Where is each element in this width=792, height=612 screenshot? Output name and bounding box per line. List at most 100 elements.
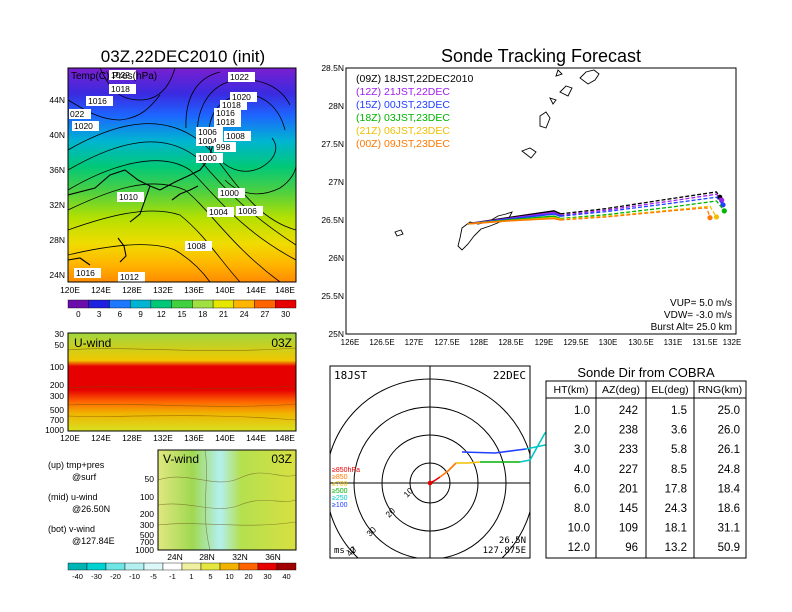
uwind-y-tick: 700 <box>50 415 64 425</box>
wind-colorbar-swatch <box>257 562 278 571</box>
info-burst: Burst Alt= 25.0 km <box>651 322 732 333</box>
desc-up: (up) tmp+pres <box>48 460 105 470</box>
vwind-x-tick: 36N <box>265 552 281 562</box>
colorbar-swatch <box>212 299 235 309</box>
uwind-y-tick: 50 <box>55 340 65 350</box>
track-line-dashed <box>560 191 721 215</box>
cobra-cell: 12.0 <box>568 542 590 554</box>
lon-tick: 136E <box>184 285 204 295</box>
legend-entry: (21Z) 06JST,23DEC <box>356 125 450 137</box>
pressure-label: 998 <box>216 142 230 152</box>
cobra-cell: 8.5 <box>671 464 687 476</box>
desc-bot: (bot) v-wind <box>48 524 95 534</box>
colorbar-label: 24 <box>240 310 249 319</box>
pressure-label: 022 <box>70 109 84 119</box>
lat-tick: 40N <box>49 130 65 140</box>
colorbar-swatch <box>171 299 193 309</box>
uwind-x-tick: 120E <box>60 433 80 443</box>
hodo-segment-700 <box>456 461 481 464</box>
uwind-x-tick: 148E <box>275 433 295 443</box>
map-lon-ticks: 120E 124E 128E 132E 136E 140E 144E 148E <box>60 285 295 295</box>
track-line-dashed <box>560 196 724 217</box>
pressure-label: 1022 <box>230 72 249 82</box>
desc-mid: (mid) u-wind <box>48 492 98 502</box>
cobra-header: AZ(deg) <box>602 384 640 396</box>
cobra-cell: 242 <box>619 405 638 417</box>
polar-date: 22DEC <box>493 369 526 382</box>
cobra-cell: 13.2 <box>665 542 687 554</box>
uwind-panel: U-wind 03Z 30 50 100 200 300 500 700 100… <box>45 329 297 443</box>
pressure-label: 1016 <box>76 268 95 278</box>
vwind-y-tick: 50 <box>145 474 155 484</box>
colorbar-label: 0 <box>76 310 81 319</box>
uwind-y-tick: 500 <box>50 405 64 415</box>
cobra-cell: 18.4 <box>718 483 741 495</box>
pressure-label: 1016 <box>216 108 235 118</box>
map-overlay-label: Temp(C) Pres(hPa) <box>71 71 157 82</box>
pressure-label: 1018 <box>216 117 235 127</box>
uwind-x-tick: 140E <box>215 433 235 443</box>
colorbar-label: 18 <box>198 310 207 319</box>
track-y-tick: 25.5N <box>321 291 344 301</box>
uwind-x-tick: 144E <box>246 433 266 443</box>
cobra-cell: 24.3 <box>665 503 687 515</box>
pressure-label: 1020 <box>74 121 93 131</box>
uwind-y-tick: 30 <box>55 329 65 339</box>
cobra-cell: 25.0 <box>718 405 740 417</box>
colorbar-label: 15 <box>178 310 187 319</box>
track-endpoint <box>707 215 713 221</box>
lat-tick: 32N <box>49 200 65 210</box>
pressure-label: 1016 <box>88 96 107 106</box>
colorbar-swatch <box>67 299 89 309</box>
cobra-cell: 50.9 <box>718 542 740 554</box>
wind-colorbar: -40 -30 -20 -10 -5 -1 1 5 10 20 30 40 <box>67 562 297 581</box>
lon-tick: 144E <box>246 285 266 295</box>
track-y-tick: 26.5N <box>321 215 344 225</box>
legend-entry: (12Z) 21JST,22DEC <box>356 86 450 98</box>
pressure-label: 1006 <box>238 206 257 216</box>
polar-panel: 10 20 30 40 18JST 22DEC ≥850hPa ≥850 ≥70… <box>329 365 573 559</box>
wind-colorbar-label: -30 <box>91 572 102 581</box>
lat-tick: 44N <box>49 95 65 105</box>
wind-colorbar-swatch <box>143 562 164 571</box>
colorbar-swatch <box>192 299 214 309</box>
pressure-label: 1004 <box>198 136 217 146</box>
track-x-tick: 132E <box>723 338 742 347</box>
wind-colorbar-swatch <box>238 562 259 571</box>
colorbar-label: 21 <box>219 310 228 319</box>
cobra-title: Sonde Dir from COBRA <box>577 365 715 380</box>
temperature-colorbar: 0 3 6 9 12 15 18 21 24 27 30 <box>67 299 297 319</box>
wind-colorbar-swatch <box>124 562 145 571</box>
colorbar-label: 3 <box>97 310 102 319</box>
vwind-x-tick: 32N <box>232 552 248 562</box>
tracking-map: 28.5N 28N 27.5N 27N 26.5N 26N 25.5N 25N … <box>321 63 741 347</box>
cobra-header: RNG(km) <box>698 384 742 396</box>
cobra-cell: 96 <box>625 542 638 554</box>
colorbar-swatch <box>254 299 276 309</box>
polar-time: 18JST <box>334 369 367 382</box>
uwind-x-tick: 124E <box>91 433 111 443</box>
cobra-cell: 1.0 <box>574 405 590 417</box>
vwind-title: V-wind <box>163 452 199 466</box>
wind-colorbar-swatch <box>67 562 88 571</box>
pressure-label: 1000 <box>198 153 217 163</box>
colorbar-label: 12 <box>157 310 166 319</box>
pressure-label: 1004 <box>209 207 228 217</box>
colorbar-swatch <box>88 299 110 309</box>
lon-tick: 132E <box>153 285 173 295</box>
cobra-cell: 26.1 <box>718 444 740 456</box>
cobra-cell: 238 <box>619 425 638 437</box>
cobra-cell: 8.0 <box>574 503 590 515</box>
wind-colorbar-label: -1 <box>169 572 176 581</box>
track-x-tick: 126E <box>341 338 360 347</box>
map-title: 03Z,22DEC2010 (init) <box>101 47 265 66</box>
wind-colorbar-swatch <box>86 562 107 571</box>
cobra-header: HT(km) <box>554 384 589 396</box>
vwind-time: 03Z <box>271 452 292 466</box>
colorbar-swatch <box>129 299 152 309</box>
pressure-label: 1018 <box>222 100 241 110</box>
pressure-label: 1020 <box>232 92 251 102</box>
wind-colorbar-swatch <box>219 562 240 571</box>
colorbar-label: 27 <box>260 310 269 319</box>
